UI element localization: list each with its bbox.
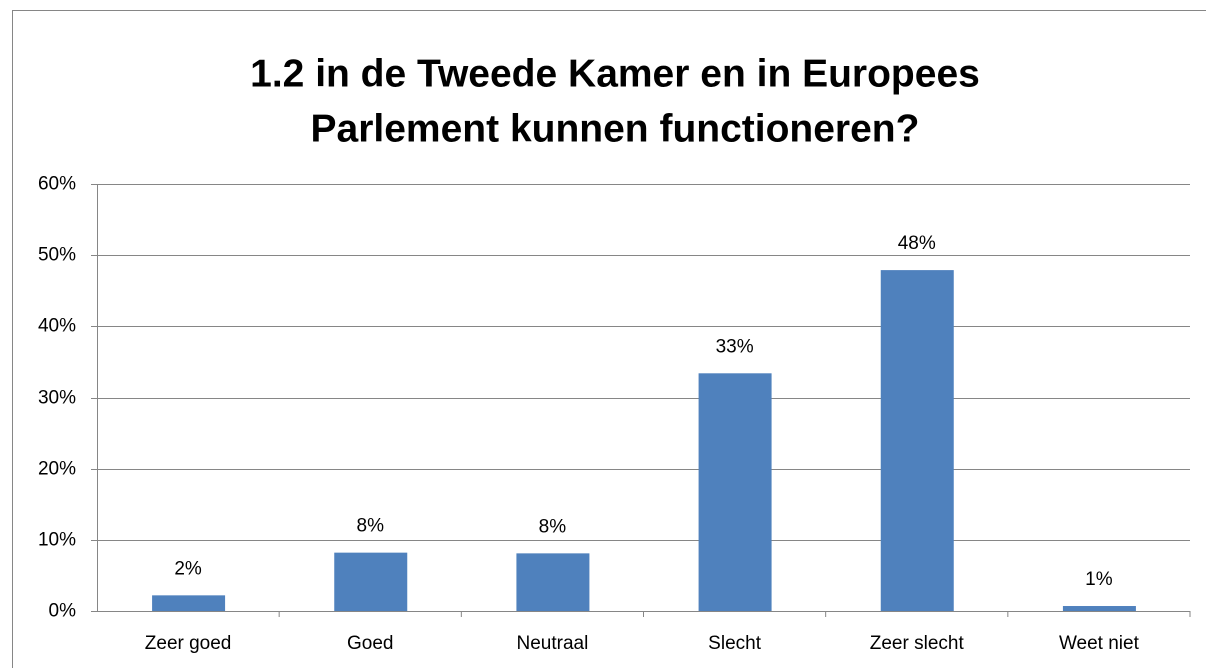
data-label: 33%	[716, 336, 754, 357]
x-tick-label: Weet niet	[1059, 633, 1140, 654]
bar	[880, 270, 954, 611]
bar	[698, 373, 772, 611]
y-tick-label: 50%	[38, 245, 76, 266]
chart-border	[12, 10, 1206, 668]
data-label: 8%	[357, 516, 385, 537]
x-tick-label: Slecht	[708, 633, 762, 654]
data-label: 2%	[174, 558, 202, 579]
y-tick-label: 0%	[49, 601, 77, 622]
y-tick-label: 10%	[38, 530, 76, 551]
x-tick-label: Goed	[347, 633, 393, 654]
bar	[516, 553, 590, 611]
bar	[1062, 606, 1136, 611]
chart-title: Parlement kunnen functioneren?	[311, 107, 920, 150]
y-tick-label: 20%	[38, 459, 76, 480]
y-tick-label: 30%	[38, 388, 76, 409]
x-tick-label: Neutraal	[517, 633, 589, 654]
data-label: 1%	[1085, 569, 1113, 590]
bar	[334, 552, 408, 611]
bar	[152, 595, 226, 611]
x-tick-label: Zeer goed	[145, 633, 232, 654]
data-label: 8%	[539, 516, 567, 537]
data-label: 48%	[898, 233, 936, 254]
x-tick-label: Zeer slecht	[870, 633, 965, 654]
y-tick-label: 40%	[38, 316, 76, 337]
y-tick-label: 60%	[38, 174, 76, 195]
chart-title: 1.2 in de Tweede Kamer en in Europees	[250, 52, 980, 95]
